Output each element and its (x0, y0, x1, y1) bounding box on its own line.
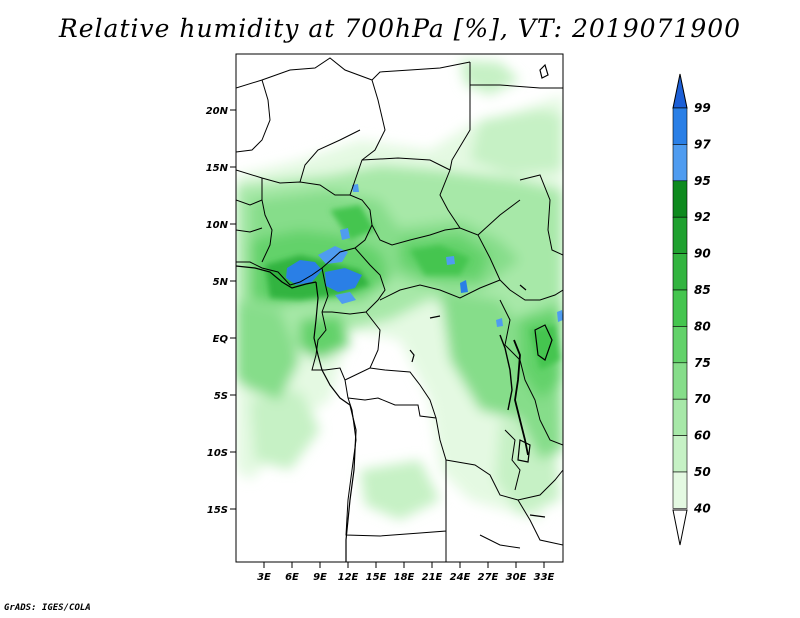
lon-label-18e: 18E (394, 572, 415, 583)
colorbar-label: 50 (694, 465, 711, 479)
colorbar-label: 75 (694, 356, 711, 370)
country-borders (236, 57, 563, 562)
colorbar-swatch (672, 398, 688, 436)
map-frame (235, 53, 564, 563)
colorbar-swatch (672, 289, 688, 327)
colorbar-swatch (672, 435, 688, 473)
colorbar-label: 60 (694, 429, 711, 443)
colorbar-label: 92 (694, 210, 711, 224)
lon-axis: 3E 6E 9E 12E 15E 18E 21E 24E 27E 30E 33E (257, 562, 555, 583)
colorbar-label: 95 (694, 174, 711, 188)
lat-label-eq: EQ (213, 334, 229, 345)
lon-label-15e: 15E (366, 572, 387, 583)
colorbar-swatch (672, 326, 688, 364)
lon-label-6e: 6E (285, 572, 299, 583)
colorbar: 99 97 95 92 90 85 80 75 70 60 50 40 (672, 73, 711, 546)
colorbar-swatch (672, 216, 688, 254)
high-humidity-patches (286, 184, 563, 327)
lat-axis: 20N 15N 10N 5N EQ 5S 10S 15S (206, 106, 236, 516)
colorbar-swatch (672, 362, 688, 400)
lon-label-33e: 33E (534, 572, 555, 583)
lat-label-10n: 10N (206, 220, 229, 231)
lon-label-9e: 9E (313, 572, 327, 583)
colorbar-swatch (672, 107, 688, 145)
lat-label-20n: 20N (206, 106, 229, 117)
lon-label-27e: 27E (478, 572, 499, 583)
lon-label-12e: 12E (338, 572, 359, 583)
lat-label-5s: 5S (214, 391, 228, 402)
lon-label-30e: 30E (506, 572, 527, 583)
colorbar-label: 70 (694, 392, 711, 406)
lon-label-24e: 24E (450, 572, 471, 583)
colorbar-swatch (672, 471, 688, 509)
colorbar-bottom-arrow (672, 509, 688, 546)
colorbar-label: 85 (694, 283, 711, 297)
colorbar-label: 80 (694, 319, 711, 333)
lat-label-10s: 10S (207, 448, 228, 459)
lat-label-15s: 15S (207, 505, 228, 516)
humidity-field (236, 54, 563, 562)
map-title: Relative humidity at 700hPa [%], VT: 201… (58, 14, 742, 43)
colorbar-top-arrow (672, 73, 688, 109)
lat-label-5n: 5N (213, 277, 229, 288)
lat-label-15n: 15N (206, 163, 229, 174)
colorbar-swatch (672, 253, 688, 291)
colorbar-swatch (672, 144, 688, 182)
colorbar-label: 97 (694, 137, 711, 151)
colorbar-swatch (672, 180, 688, 218)
colorbar-label: 40 (693, 501, 711, 515)
coastlines (236, 63, 553, 562)
colorbar-label: 90 (694, 247, 711, 261)
colorbar-label: 99 (694, 101, 711, 115)
lon-label-21e: 21E (422, 572, 443, 583)
lon-label-3e: 3E (257, 572, 271, 583)
grads-credit: GrADS: IGES/COLA (4, 603, 91, 613)
